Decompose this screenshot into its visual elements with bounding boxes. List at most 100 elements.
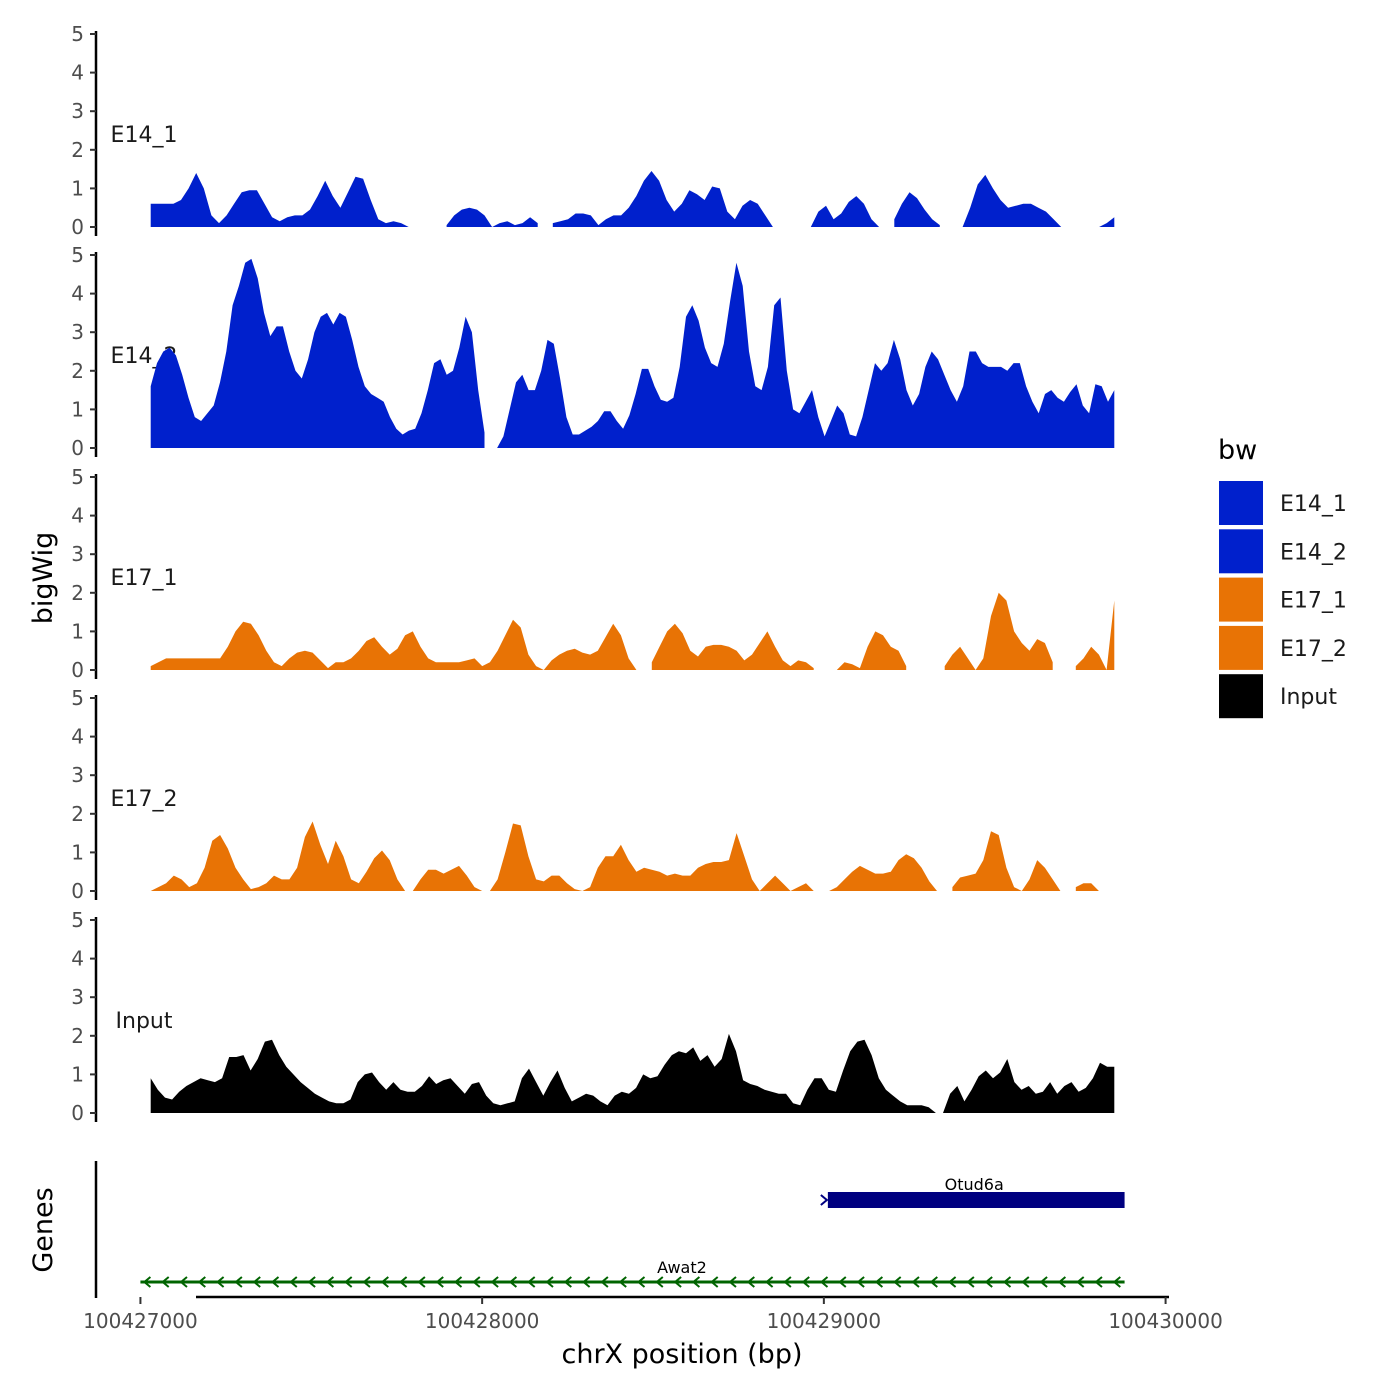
strand-arrow <box>636 1276 646 1288</box>
legend-item: E17_1 <box>1219 577 1347 622</box>
x-tick-label: 100427000 <box>83 1309 198 1333</box>
strand-arrow <box>838 1276 847 1288</box>
gene-awat2: Awat2 <box>140 1258 1125 1288</box>
legend-item: E14_2 <box>1219 529 1347 574</box>
y-tick-label: 3 <box>71 542 84 566</box>
signal-area <box>836 631 907 670</box>
strand-arrow <box>472 1276 481 1288</box>
y-tick-label: 4 <box>71 282 84 306</box>
y-tick-label: 0 <box>71 879 84 903</box>
y-tick-label: 1 <box>71 397 84 421</box>
strand-arrow <box>307 1276 316 1288</box>
legend-label: E17_2 <box>1280 637 1347 662</box>
strand-arrow <box>234 1276 243 1288</box>
signal-area <box>952 831 1061 891</box>
y-tick-label: 1 <box>71 840 84 864</box>
gene-models: Otud6a Awat2 <box>140 1175 1125 1288</box>
strand-arrow <box>874 1276 884 1288</box>
genes-axis-title: Genes <box>28 1187 59 1272</box>
strand-arrow <box>270 1276 280 1288</box>
y-tick-label: 1 <box>71 619 84 643</box>
genes-panel: Genes Otud6a Awat2 <box>28 1161 1125 1298</box>
track-input: 0 1 2 3 4 5 Input <box>71 908 1115 1125</box>
gene-label: Otud6a <box>945 1175 1004 1194</box>
legend-swatch <box>1219 625 1263 670</box>
strand-arrow <box>325 1276 335 1288</box>
y-tick-label: 5 <box>71 465 84 489</box>
x-tick-label: 100430000 <box>1108 1309 1223 1333</box>
strand-arrow <box>1094 1276 1103 1288</box>
strand-arrow <box>563 1276 572 1288</box>
legend-swatch <box>1219 529 1263 574</box>
legend-label: E17_1 <box>1280 589 1347 614</box>
x-axis-title: chrX position (bp) <box>561 1339 802 1370</box>
y-tick-label: 5 <box>71 908 84 932</box>
strand-arrow <box>1021 1276 1030 1288</box>
legend-swatch <box>1219 674 1263 719</box>
track-e17-2: 0 1 2 3 4 5 E17_2 <box>71 686 1099 903</box>
legend-swatch <box>1219 481 1263 525</box>
strand-arrow <box>911 1276 920 1288</box>
legend-label: E14_1 <box>1280 492 1347 517</box>
strand-arrow <box>746 1276 755 1288</box>
y-tick-label: 0 <box>71 436 84 460</box>
strand-arrow <box>929 1276 938 1288</box>
legend-label: Input <box>1280 685 1337 710</box>
y-tick-label: 0 <box>71 658 84 682</box>
strand-arrow <box>783 1276 792 1288</box>
strand-arrow <box>1002 1276 1012 1288</box>
y-tick-label: 4 <box>71 725 84 749</box>
signal-area <box>962 174 1062 227</box>
y-tick-label: 1 <box>71 1062 84 1086</box>
strand-arrow <box>252 1276 261 1288</box>
strand-arrow <box>289 1276 298 1288</box>
x-axis-ticks: 100427000 100428000 100429000 100430000 <box>83 1297 1223 1333</box>
strand-arrow <box>380 1276 389 1288</box>
signal-area <box>446 207 538 227</box>
strand-arrow <box>527 1276 536 1288</box>
y-tick-label: 4 <box>71 947 84 971</box>
strand-arrow <box>362 1276 371 1288</box>
strand-arrow <box>618 1276 627 1288</box>
y-tick-label: 0 <box>71 215 84 239</box>
track-label: E14_1 <box>111 123 178 148</box>
legend-items: E14_1 E14_2 E17_1 E17_2 Input <box>1219 481 1347 719</box>
signal-area <box>651 623 814 670</box>
strand-arrow <box>1112 1276 1121 1288</box>
strand-arrow <box>801 1276 810 1288</box>
strand-arrow <box>344 1276 353 1288</box>
legend-item: Input <box>1219 674 1337 719</box>
y-tick-label: 3 <box>71 763 84 787</box>
y-tick-label: 2 <box>71 802 84 826</box>
y-tick-label: 2 <box>71 1024 84 1048</box>
strand-arrow <box>691 1276 701 1288</box>
legend-title: bw <box>1218 435 1257 466</box>
y-tick-label: 1 <box>71 176 84 200</box>
strand-arrow <box>820 1194 829 1206</box>
signal-area <box>150 173 409 227</box>
gene-label: Awat2 <box>657 1258 707 1277</box>
strand-arrow <box>1076 1276 1085 1288</box>
strand-arrow <box>1039 1276 1048 1288</box>
strand-arrow <box>490 1276 499 1288</box>
y-tick-label: 2 <box>71 359 84 383</box>
track-label: Input <box>116 1009 173 1034</box>
strand-arrow <box>161 1276 170 1288</box>
y-tick-label: 5 <box>71 22 84 46</box>
legend-label: E14_2 <box>1280 540 1347 565</box>
legend-item: E17_2 <box>1219 625 1347 670</box>
signal-area <box>1075 883 1099 891</box>
signal-area <box>894 192 940 227</box>
gene-exon <box>827 1192 1125 1208</box>
signal-area <box>944 592 1053 670</box>
strand-arrow <box>216 1276 225 1288</box>
signal-tracks: 012345E14_1012345E14_2012345E17_1012345E… <box>71 22 1115 1125</box>
strand-arrow <box>1057 1276 1067 1288</box>
strand-arrow <box>728 1276 737 1288</box>
strand-arrow <box>893 1276 902 1288</box>
strand-arrow <box>179 1276 188 1288</box>
strand-arrow <box>582 1276 591 1288</box>
strand-arrow <box>435 1276 444 1288</box>
